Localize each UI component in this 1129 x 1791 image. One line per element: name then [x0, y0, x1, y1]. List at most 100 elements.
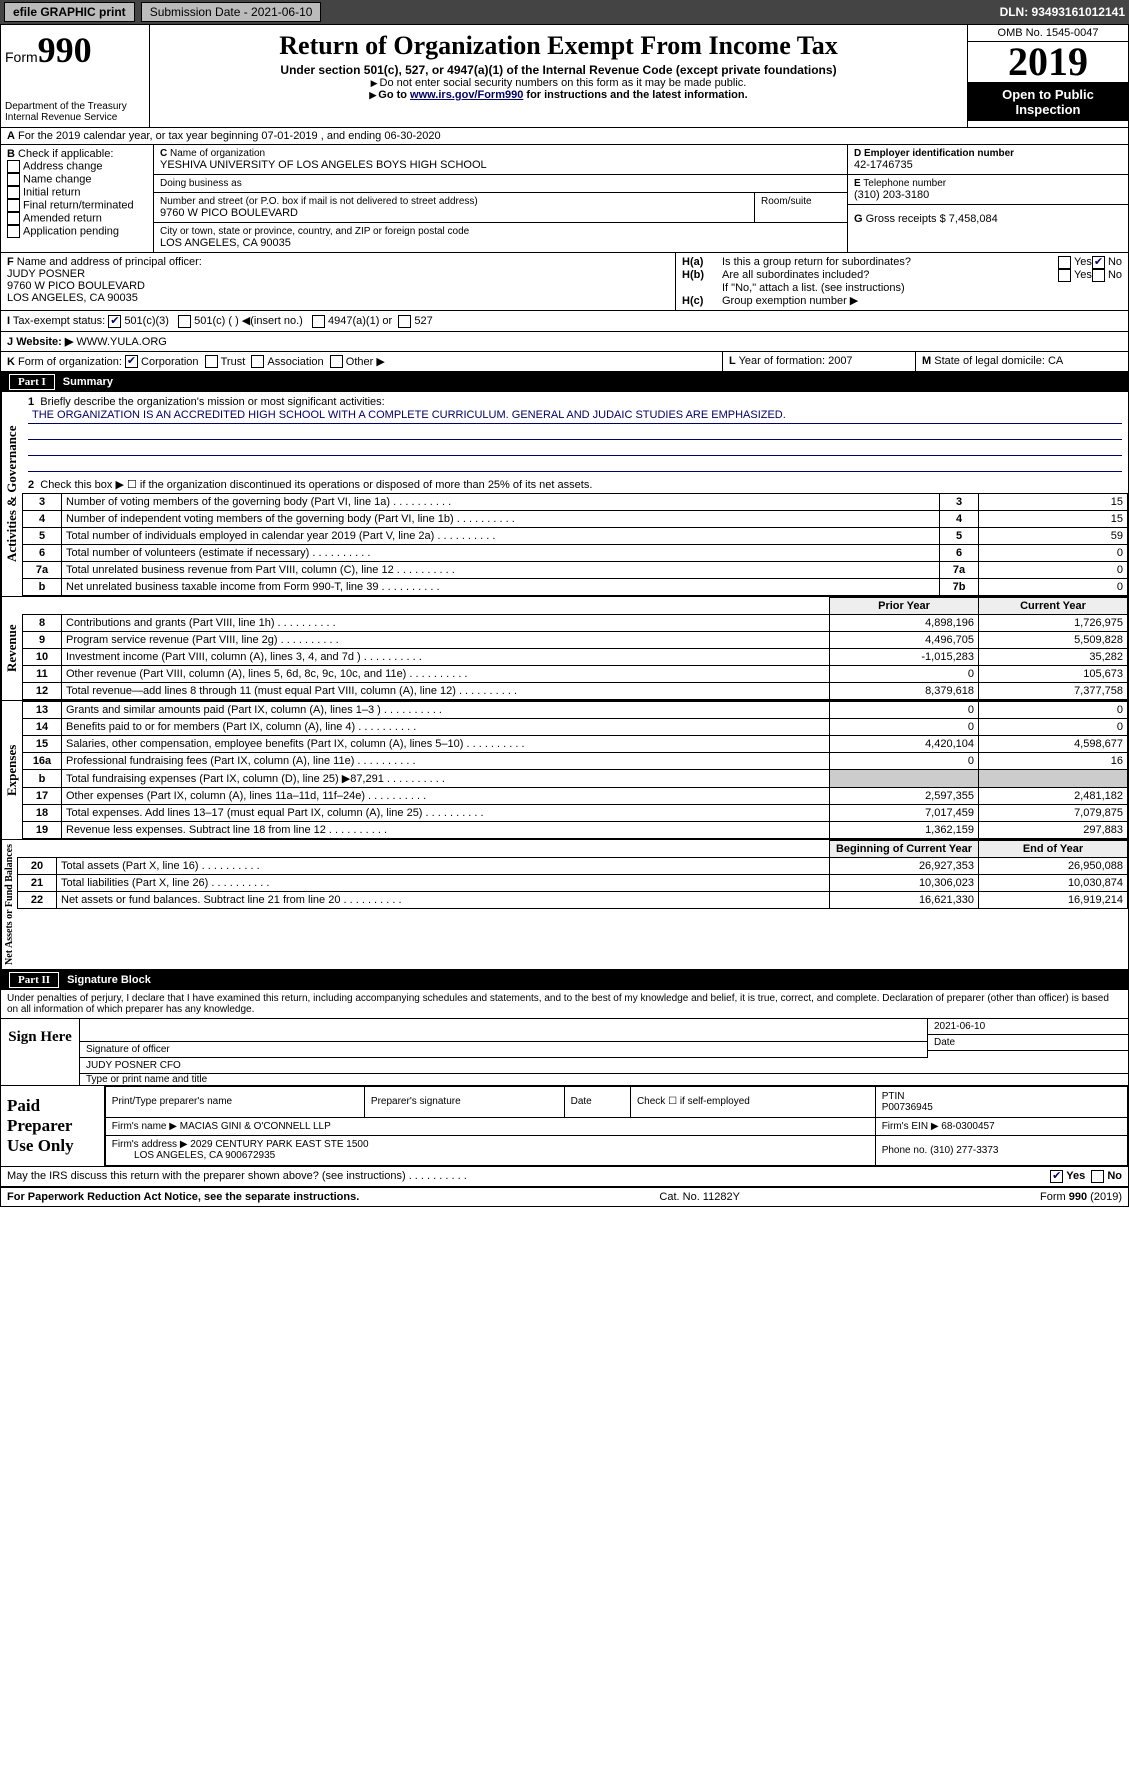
firm-addr-value: 2029 CENTURY PARK EAST STE 1500 [190, 1139, 368, 1150]
checkif-label: Check if applicable: [18, 148, 113, 160]
opt-final-return[interactable]: Final return/terminated [7, 199, 147, 212]
mission-text: THE ORGANIZATION IS AN ACCREDITED HIGH S… [28, 408, 1122, 424]
table-row: 15Salaries, other compensation, employee… [23, 736, 1128, 753]
goto-suffix: for instructions and the latest informat… [523, 89, 747, 101]
formorg-label: Form of organization: [18, 356, 122, 368]
table-row: 13Grants and similar amounts paid (Part … [23, 702, 1128, 719]
table-row: 12Total revenue—add lines 8 through 11 (… [23, 683, 1128, 700]
dln-label: DLN: 93493161012141 [1000, 5, 1125, 19]
city-label: City or town, state or province, country… [160, 226, 841, 237]
form-container: Form990 Department of the Treasury Inter… [0, 24, 1129, 1207]
yof-label: Year of formation: [739, 355, 825, 367]
org-info-block: B Check if applicable: Address change Na… [1, 145, 1128, 253]
ptin-label: PTIN [882, 1091, 905, 1102]
table-row: 6Total number of volunteers (estimate if… [23, 545, 1128, 562]
irs-label: Internal Revenue Service [5, 112, 145, 123]
opt-application-pending[interactable]: Application pending [7, 225, 147, 238]
line2-label: Check this box ▶ ☐ if the organization d… [40, 479, 592, 491]
paid-preparer-block: Paid Preparer Use Only Print/Type prepar… [1, 1086, 1128, 1167]
officer-city: LOS ANGELES, CA 90035 [7, 292, 669, 304]
sig-date: 2021-06-10 [928, 1019, 1128, 1035]
sig-name-label: Type or print name and title [80, 1074, 1128, 1085]
side-net-assets: Net Assets or Fund Balances [1, 840, 17, 969]
discuss-yes-check[interactable] [1050, 1170, 1063, 1183]
table-row: 7aTotal unrelated business revenue from … [23, 562, 1128, 579]
ptin-value: P00736945 [882, 1102, 933, 1113]
prep-self-hdr: Check ☐ if self-employed [630, 1087, 875, 1117]
table-row: bTotal fundraising expenses (Part IX, co… [23, 770, 1128, 788]
table-row: 21Total liabilities (Part X, line 26)10,… [18, 875, 1128, 892]
form-subtitle-2: Do not enter social security numbers on … [156, 77, 961, 89]
discuss-no-check[interactable] [1091, 1170, 1104, 1183]
part2-bar: Part IISignature Block [1, 970, 1128, 990]
prep-name-hdr: Print/Type preparer's name [105, 1087, 364, 1117]
irs-link[interactable]: www.irs.gov/Form990 [410, 89, 523, 101]
form-number: Form990 [5, 29, 145, 71]
sig-date-label: Date [928, 1035, 1128, 1051]
goto-prefix: Go to [378, 89, 410, 101]
pra-notice: For Paperwork Reduction Act Notice, see … [7, 1191, 359, 1203]
hb-note: If "No," attach a list. (see instruction… [682, 282, 1122, 294]
side-revenue: Revenue [1, 597, 22, 700]
phone-label: Telephone number [863, 178, 946, 189]
firm-value: MACIAS GINI & O'CONNELL LLP [180, 1121, 331, 1132]
open-inspection-badge: Open to Public Inspection [968, 83, 1128, 121]
officer-label: Name and address of principal officer: [17, 256, 202, 268]
top-toolbar: efile GRAPHIC print Submission Date - 20… [0, 0, 1129, 24]
part1-bar: Part ISummary [1, 372, 1128, 392]
prep-date-hdr: Date [564, 1087, 630, 1117]
chk-501c3[interactable] [108, 315, 121, 328]
line1-label: Briefly describe the organization's miss… [40, 396, 384, 408]
tax-year-row: A For the 2019 calendar year, or tax yea… [1, 128, 1128, 145]
table-row: 8Contributions and grants (Part VIII, li… [23, 615, 1128, 632]
website-label: Website: ▶ [16, 336, 73, 348]
chk-4947[interactable] [312, 315, 325, 328]
yof-value: 2007 [828, 355, 852, 367]
firm-ein-label: Firm's EIN ▶ [882, 1121, 939, 1132]
table-row: 11Other revenue (Part VIII, column (A), … [23, 666, 1128, 683]
phone-value: (310) 203-3180 [854, 189, 1122, 201]
table-row: 10Investment income (Part VIII, column (… [23, 649, 1128, 666]
org-name-label: Name of organization [170, 148, 265, 159]
org-address: 9760 W PICO BOULEVARD [160, 207, 748, 219]
firm-label: Firm's name ▶ [112, 1121, 177, 1132]
table-row: 19Revenue less expenses. Subtract line 1… [23, 822, 1128, 839]
form-header: Form990 Department of the Treasury Inter… [1, 25, 1128, 128]
form-subtitle-1: Under section 501(c), 527, or 4947(a)(1)… [156, 63, 961, 77]
table-row: 4Number of independent voting members of… [23, 511, 1128, 528]
ein-label: Employer identification number [864, 148, 1014, 159]
table-row: 22Net assets or fund balances. Subtract … [18, 892, 1128, 909]
gross-label: Gross receipts $ [866, 213, 946, 225]
dba-label: Doing business as [160, 178, 841, 189]
efile-print-button[interactable]: efile GRAPHIC print [4, 2, 135, 22]
room-label: Room/suite [755, 193, 847, 222]
table-row: 5Total number of individuals employed in… [23, 528, 1128, 545]
opt-name-change[interactable]: Name change [7, 173, 147, 186]
chk-trust[interactable] [205, 355, 218, 368]
table-row: 16aProfessional fundraising fees (Part I… [23, 753, 1128, 770]
opt-amended[interactable]: Amended return [7, 212, 147, 225]
chk-other[interactable] [330, 355, 343, 368]
exempt-label: Tax-exempt status: [13, 315, 105, 327]
chk-assoc[interactable] [251, 355, 264, 368]
chk-corp[interactable] [125, 355, 138, 368]
discuss-question: May the IRS discuss this return with the… [7, 1170, 1050, 1183]
sig-officer-label: Signature of officer [80, 1042, 927, 1058]
website-value: WWW.YULA.ORG [76, 336, 166, 348]
opt-initial-return[interactable]: Initial return [7, 186, 147, 199]
opt-address-change[interactable]: Address change [7, 160, 147, 173]
prep-sig-hdr: Preparer's signature [364, 1087, 564, 1117]
state-value: CA [1048, 355, 1063, 367]
officer-name: JUDY POSNER [7, 268, 669, 280]
table-row: 14Benefits paid to or for members (Part … [23, 719, 1128, 736]
tax-year: 2019 [968, 42, 1128, 83]
sign-here-block: Sign Here Signature of officer 2021-06-1… [1, 1019, 1128, 1086]
form-title: Return of Organization Exempt From Incom… [156, 31, 961, 61]
chk-527[interactable] [398, 315, 411, 328]
hc-label: Group exemption number ▶ [722, 295, 858, 307]
state-label: State of legal domicile: [934, 355, 1045, 367]
table-row: 9Program service revenue (Part VIII, lin… [23, 632, 1128, 649]
chk-501c[interactable] [178, 315, 191, 328]
hb-label: Are all subordinates included? [722, 269, 1058, 282]
gross-value: 7,458,084 [949, 213, 998, 225]
